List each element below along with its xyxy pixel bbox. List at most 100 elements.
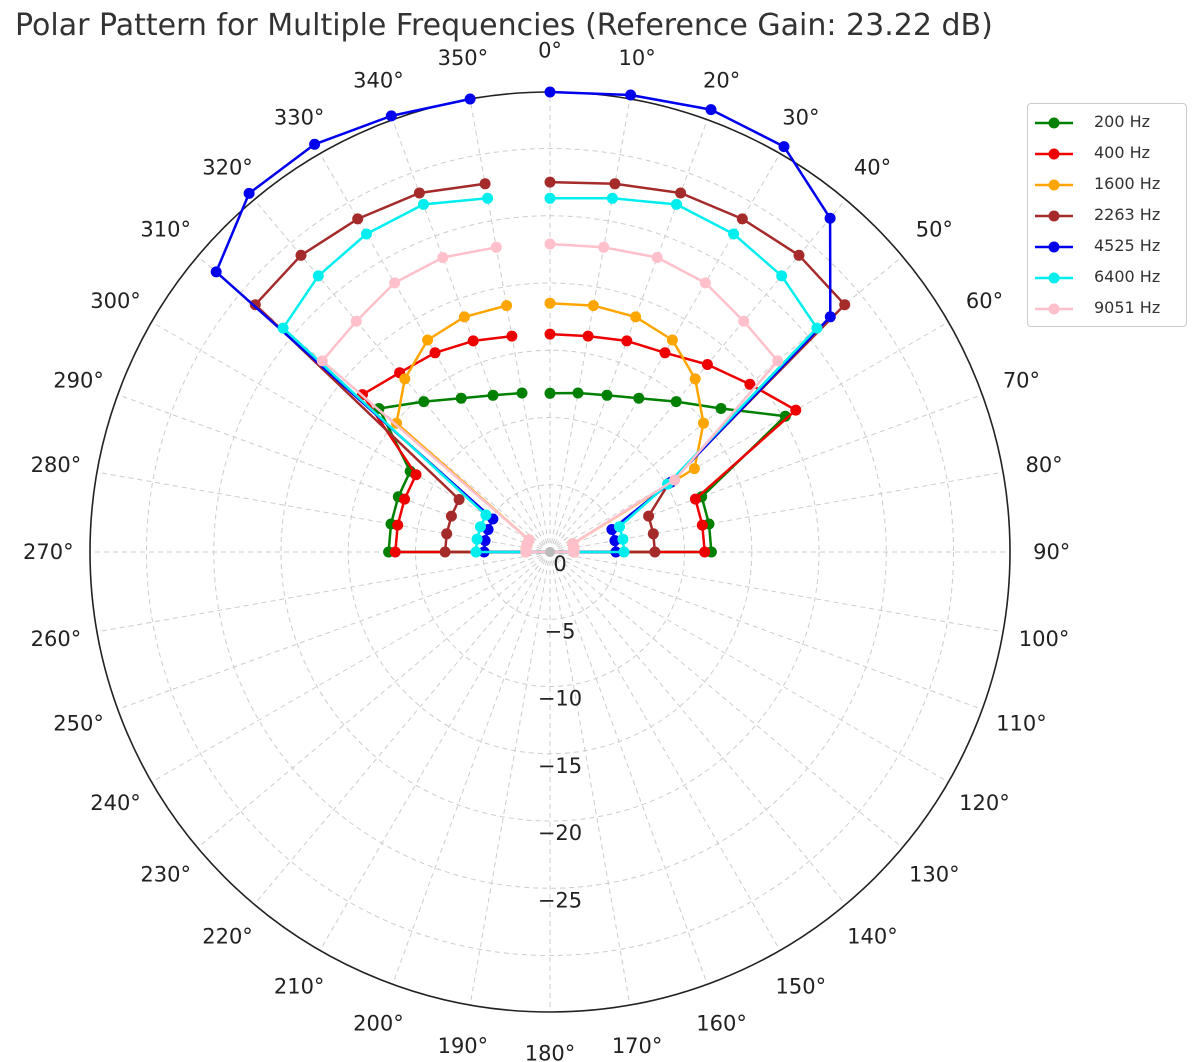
data-point [439,546,451,558]
angular-gridline [392,119,551,553]
angular-gridline [469,98,551,553]
legend-swatch [1035,148,1073,160]
data-point [601,389,613,401]
data-point [738,315,750,327]
data-point [413,187,425,199]
data-point [621,335,633,347]
r-tick-label: −5 [545,619,576,643]
theta-tick-label: 20° [703,69,740,93]
data-point [701,359,713,370]
data-point [544,86,556,98]
data-point [715,403,727,414]
data-point [385,110,397,122]
legend-swatch [1035,303,1073,315]
data-point [467,335,479,347]
legend-label: 6400 Hz [1094,267,1161,286]
legend-item: 400 Hz [1028,139,1186,169]
data-point [670,396,682,408]
data-point [392,519,404,531]
data-point [587,300,599,312]
theta-tick-label: 270° [23,540,74,564]
legend-swatch [1035,272,1073,284]
angular-gridline [151,551,551,783]
legend-item: 9051 Hz [1028,294,1186,324]
theta-tick-label: 220° [202,924,253,948]
data-point [669,474,681,486]
theta-tick-label: 110° [996,712,1047,736]
theta-tick-label: 240° [90,791,141,815]
data-point [480,509,492,521]
theta-tick-label: 60° [966,289,1003,313]
legend-label: 400 Hz [1094,143,1151,162]
theta-tick-label: 100° [1019,627,1070,651]
data-point [360,228,372,240]
data-point [633,392,645,404]
angular-gridline [549,551,781,951]
data-point [482,192,494,204]
angular-gridline [549,551,1004,633]
data-point [705,104,717,116]
data-point [389,277,401,289]
data-point [728,228,740,240]
angular-gridline [549,321,949,553]
data-point [243,187,255,199]
data-point [487,389,499,401]
data-point [675,187,687,199]
theta-tick-label: 210° [274,974,325,998]
data-point [824,311,836,323]
angular-gridline [469,551,551,1006]
theta-tick-label: 290° [53,368,104,392]
angular-gridline [549,199,847,553]
data-point [643,510,655,522]
data-point [839,299,851,311]
data-point [671,198,682,210]
data-point [666,334,678,346]
data-point [618,546,630,558]
data-point [544,238,556,250]
theta-tick-label: 260° [31,627,82,651]
theta-tick-label: 170° [612,1034,663,1058]
legend-item: 1600 Hz [1028,170,1186,200]
data-point [418,396,430,408]
radial-gridline [280,282,820,822]
legend-label: 200 Hz [1094,112,1151,131]
data-point [544,176,556,188]
data-point [399,493,411,505]
data-point [475,521,486,533]
angular-gridline [549,119,708,553]
data-point [778,141,790,153]
theta-tick-label: 300° [90,289,141,313]
data-point [793,249,805,261]
data-point [790,404,802,416]
data-point [544,192,556,204]
data-point [544,387,556,399]
data-point [568,546,580,558]
theta-tick-label: 90° [1033,540,1070,564]
theta-tick-label: 140° [847,924,898,948]
series-layer [210,86,851,558]
angular-gridline [549,551,949,783]
legend-label: 9051 Hz [1094,298,1161,317]
theta-tick-label: 330° [274,106,325,130]
data-point [316,355,328,367]
r-tick-label: −25 [538,888,582,912]
data-point [479,178,491,190]
data-point [309,138,321,150]
data-point [689,493,701,505]
data-point [699,546,711,558]
legend-swatch [1035,241,1073,253]
data-point [609,178,621,190]
theta-tick-label: 190° [438,1034,489,1058]
data-point [210,266,222,278]
angular-gridline [197,551,551,849]
data-point [582,330,594,342]
data-point [647,528,659,540]
theta-tick-label: 130° [909,862,960,886]
data-point [410,469,422,481]
data-point [470,546,482,558]
angular-gridline [549,551,903,849]
angular-gridline [96,551,551,633]
legend: 200 Hz 400 Hz 1600 Hz 2263 Hz 4525 Hz 6400 Hz… [1027,103,1187,327]
angular-gridline [253,199,551,553]
